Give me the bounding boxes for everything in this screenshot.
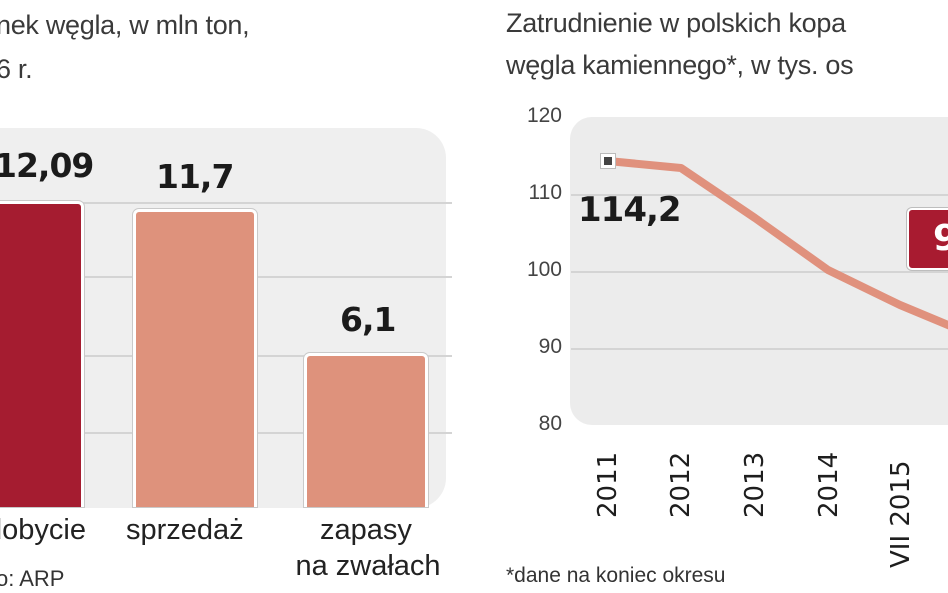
data-point-marker <box>601 154 615 168</box>
bar-category-label: dobycie <box>0 514 86 546</box>
y-tick-label: 100 <box>526 258 562 281</box>
bar-category-label: na zwałach <box>295 550 441 582</box>
gridline <box>0 202 452 204</box>
y-tick-label: 120 <box>526 104 562 127</box>
first-value-label: 114,2 <box>578 190 682 230</box>
x-tick-label: 2011 <box>593 451 623 518</box>
bar-category-label: sprzedaż <box>126 514 244 546</box>
bar-value-label: 12,09 <box>0 146 94 185</box>
bar-value-label: 6,1 <box>340 300 396 339</box>
y-tick-label: 90 <box>538 335 562 358</box>
footnote: *dane na koniec okresu <box>506 564 726 587</box>
x-tick-label: VII 2015 <box>886 460 916 568</box>
x-tick-label: 2013 <box>740 451 770 518</box>
bar-sprzedaz <box>133 209 257 507</box>
y-tick-label: 110 <box>528 181 562 204</box>
bar-zapasy <box>304 353 428 507</box>
x-tick-label: 2014 <box>814 451 844 518</box>
gridline <box>571 348 948 350</box>
x-tick-label: 2012 <box>666 451 696 518</box>
gridline <box>571 271 948 273</box>
y-tick-label: 80 <box>538 412 562 435</box>
gridline <box>571 194 948 196</box>
bar-category-label: zapasy <box>320 514 412 546</box>
right-chart-title-line1: Zatrudnienie w polskich kopa <box>506 8 846 38</box>
source-label: o: ARP <box>0 566 65 591</box>
bar-value-label: 11,7 <box>156 157 234 196</box>
left-chart-title-line2: 6 r. <box>0 54 33 84</box>
left-chart-title-line1: nek węgla, w mln ton, <box>0 10 250 40</box>
last-value-badge: 9 <box>907 208 948 270</box>
bar-wydobycie <box>0 201 84 507</box>
right-chart-title-line2: węgla kamiennego*, w tys. os <box>506 50 854 80</box>
